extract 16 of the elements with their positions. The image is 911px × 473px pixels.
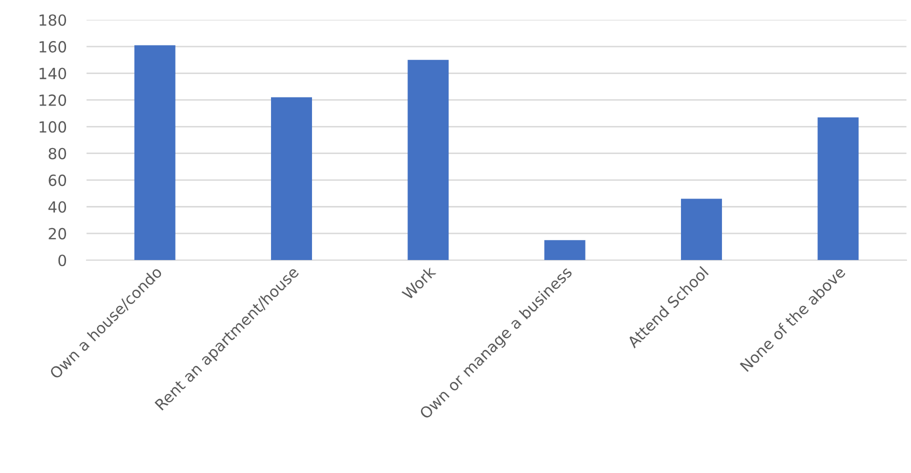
y-tick-label: 40 [48,201,66,213]
y-tick-label: 80 [48,148,66,160]
y-tick-label: 140 [40,68,66,80]
bar [818,117,859,260]
bar [408,60,449,260]
y-tick-label: 120 [40,94,66,106]
bar [544,240,586,260]
y-tick-label: 0 [58,254,66,266]
y-tick-label: 20 [48,228,66,240]
y-tick-label: 100 [40,121,66,133]
bar [134,45,176,260]
bar [271,97,312,260]
y-tick-label: 160 [40,41,66,53]
y-tick-label: 180 [40,14,66,26]
bar [680,198,722,260]
y-tick-label: 60 [48,174,66,186]
